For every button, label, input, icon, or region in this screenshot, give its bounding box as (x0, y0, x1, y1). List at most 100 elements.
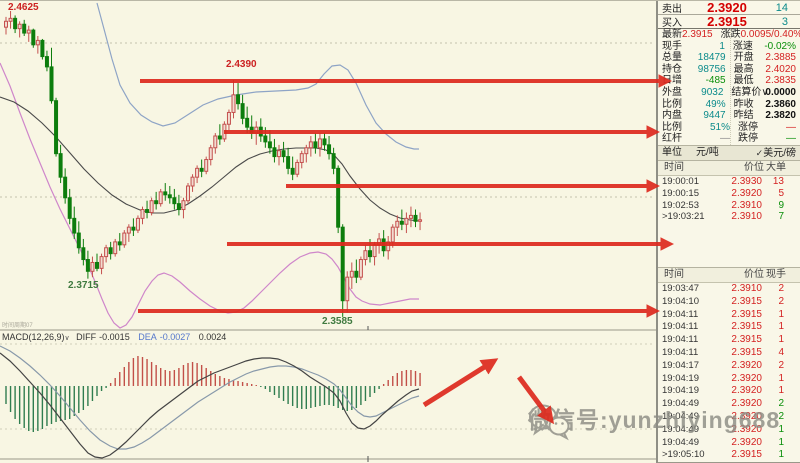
trade-price: 2.3915 (731, 321, 762, 333)
trade-time: 19:04:17 (662, 359, 699, 371)
table-row[interactable]: 19:00:01 2.3930 13 (658, 176, 800, 188)
table-row[interactable]: 19:04:49 2.3920 2 (658, 398, 800, 411)
field-label: 涨停 (738, 121, 758, 133)
chevron-down-icon[interactable]: ∨ (64, 335, 70, 342)
trade-volume: 1 (778, 321, 784, 333)
unit-option-left[interactable]: 元/吨 (696, 147, 719, 158)
field-value: 9032 (701, 86, 724, 98)
field-value: 98756 (697, 63, 726, 75)
trade-time: 19:04:11 (662, 346, 699, 358)
trade-price: 2.3910 (731, 283, 762, 294)
wechat-icon (529, 404, 570, 441)
trade-time: 19:04:19 (662, 372, 699, 384)
table-row[interactable]: >19:05:10 2.3915 1 (658, 449, 800, 462)
quote-row: 内盘 9447 昨结 2.3820 (658, 110, 800, 122)
table-row[interactable]: 19:04:11 2.3915 4 (658, 347, 800, 360)
trade-price: 2.3920 (731, 436, 762, 448)
sell-label: 卖出 (662, 4, 682, 15)
field-label: 涨跌 (720, 29, 741, 40)
big-order-list-header: 时间 价位 大单 (658, 161, 800, 176)
trade-time: 19:02:53 (662, 199, 699, 211)
tick-list[interactable]: 19:03:47 2.3910 2 19:04:10 2.3915 2 19:04:11 2.… (658, 283, 800, 462)
tick-list-header: 时间 价位 现手 (658, 268, 800, 283)
price-label-swing-low: 2.3715 (68, 280, 99, 291)
trade-volume: 2 (778, 359, 784, 371)
table-row[interactable]: 19:04:11 2.3915 1 (658, 321, 800, 334)
trade-price: 2.3920 (731, 398, 762, 410)
col-header-volume: 大单 (766, 162, 786, 173)
col-header-volume: 现手 (766, 269, 786, 280)
table-row[interactable]: 19:04:49 2.3920 1 (658, 437, 800, 450)
field-label: 结算价∨ (731, 86, 769, 98)
trade-time: 19:04:11 (662, 308, 699, 320)
field-label: 最低 (733, 75, 754, 87)
trade-price: 2.3920 (731, 423, 762, 435)
col-header-time: 时间 (664, 269, 684, 280)
field-value: — (720, 133, 730, 145)
trade-volume: 2 (778, 410, 784, 422)
period-label: 时间周期07 (2, 323, 33, 329)
wechat-watermark: 微信号:yunzhiying688 (528, 401, 781, 441)
trade-time: 19:04:49 (662, 410, 699, 422)
table-row[interactable]: 19:04:11 2.3915 1 (658, 334, 800, 347)
table-row[interactable]: 19:04:10 2.3915 2 (658, 296, 800, 309)
field-label: 最高 (733, 63, 754, 75)
trade-volume: 1 (778, 334, 784, 346)
trade-price: 2.3910 (731, 199, 762, 211)
field-label: 内盘 (662, 110, 682, 122)
field-label: 最新 (662, 29, 682, 40)
watermark-text: 微信号:yunzhiying688 (528, 407, 781, 433)
quote-row: 红杆 — 跌停 — (658, 133, 800, 145)
field-value: -0.02% (764, 40, 796, 52)
field-label: 昨结 (733, 110, 754, 122)
table-row[interactable]: >19:03:21 2.3910 7 (658, 211, 800, 223)
table-row[interactable]: 19:04:19 2.3920 1 (658, 385, 800, 398)
unit-bar: 单位 元/吨 ✓美元/磅 (658, 145, 800, 161)
buy-label: 买入 (662, 18, 682, 29)
table-row[interactable]: 19:04:17 2.3920 2 (658, 360, 800, 373)
trade-volume: 1 (778, 372, 784, 384)
trade-time: 19:04:11 (662, 321, 699, 333)
trade-volume: 7 (778, 211, 784, 223)
table-row[interactable]: 19:04:19 2.3920 1 (658, 373, 800, 386)
trade-time: >19:03:21 (662, 211, 705, 223)
field-label: 昨收 (733, 98, 754, 110)
field-value: 51% (709, 121, 730, 133)
field-value: -485 (705, 75, 726, 87)
field-label: 比例 (662, 98, 682, 110)
trade-time: >19:05:10 (662, 449, 705, 461)
field-label: 红杆 (662, 133, 682, 145)
table-row[interactable]: 19:04:11 2.3915 1 (658, 309, 800, 322)
quote-panel: 卖出 2.3920 14 买入 2.3915 3 最新 2.3915 涨跌 0.009… (656, 1, 800, 463)
field-label: 开盘 (733, 52, 754, 64)
candlestick-chart (0, 2, 656, 462)
table-row[interactable]: 19:03:47 2.3910 2 (658, 283, 800, 296)
quote-row: 最新 2.3915 涨跌 0.0095/0.40% (658, 29, 800, 41)
check-icon: ✓ (755, 148, 764, 158)
big-order-list[interactable]: 19:00:01 2.3930 13 19:00:15 2.3920 5 19:02:53 2… (658, 176, 800, 268)
field-value: 9447 (703, 110, 726, 122)
field-value: 18479 (697, 52, 726, 64)
quote-row: 持仓 98756 最高 2.4020 (658, 64, 800, 76)
unit-option-right[interactable]: ✓美元/磅 (755, 148, 796, 159)
field-value: — (786, 121, 796, 133)
trade-volume: 2 (778, 398, 784, 410)
buy-quote-row: 买入 2.3915 3 (658, 14, 800, 29)
buy-quantity: 3 (781, 15, 788, 28)
macd-indicator-label: MACD(12,26,9)∨ DIFF -0.0015 DEA -0.0027 0.… (2, 332, 232, 342)
trade-price: 2.3915 (731, 334, 762, 346)
trade-price: 2.3915 (731, 295, 762, 307)
trade-time: 19:00:15 (662, 187, 699, 199)
trade-time: 19:04:49 (662, 436, 699, 448)
table-row[interactable]: 19:00:15 2.3920 5 (658, 188, 800, 200)
trade-volume: 5 (778, 187, 784, 199)
table-row[interactable]: 19:04:49 2.3920 2 (658, 411, 800, 424)
trade-time: 19:04:10 (662, 295, 699, 307)
table-row[interactable]: 19:04:49 2.3920 1 (658, 424, 800, 437)
field-label: 比例 (662, 121, 682, 133)
quote-row: 外盘 9032 结算价∨ 0.0000 (658, 87, 800, 99)
table-row[interactable]: 19:02:53 2.3910 9 (658, 200, 800, 212)
macd-title: MACD(12,26,9) (2, 332, 65, 342)
field-value: 2.3835 (765, 75, 796, 87)
